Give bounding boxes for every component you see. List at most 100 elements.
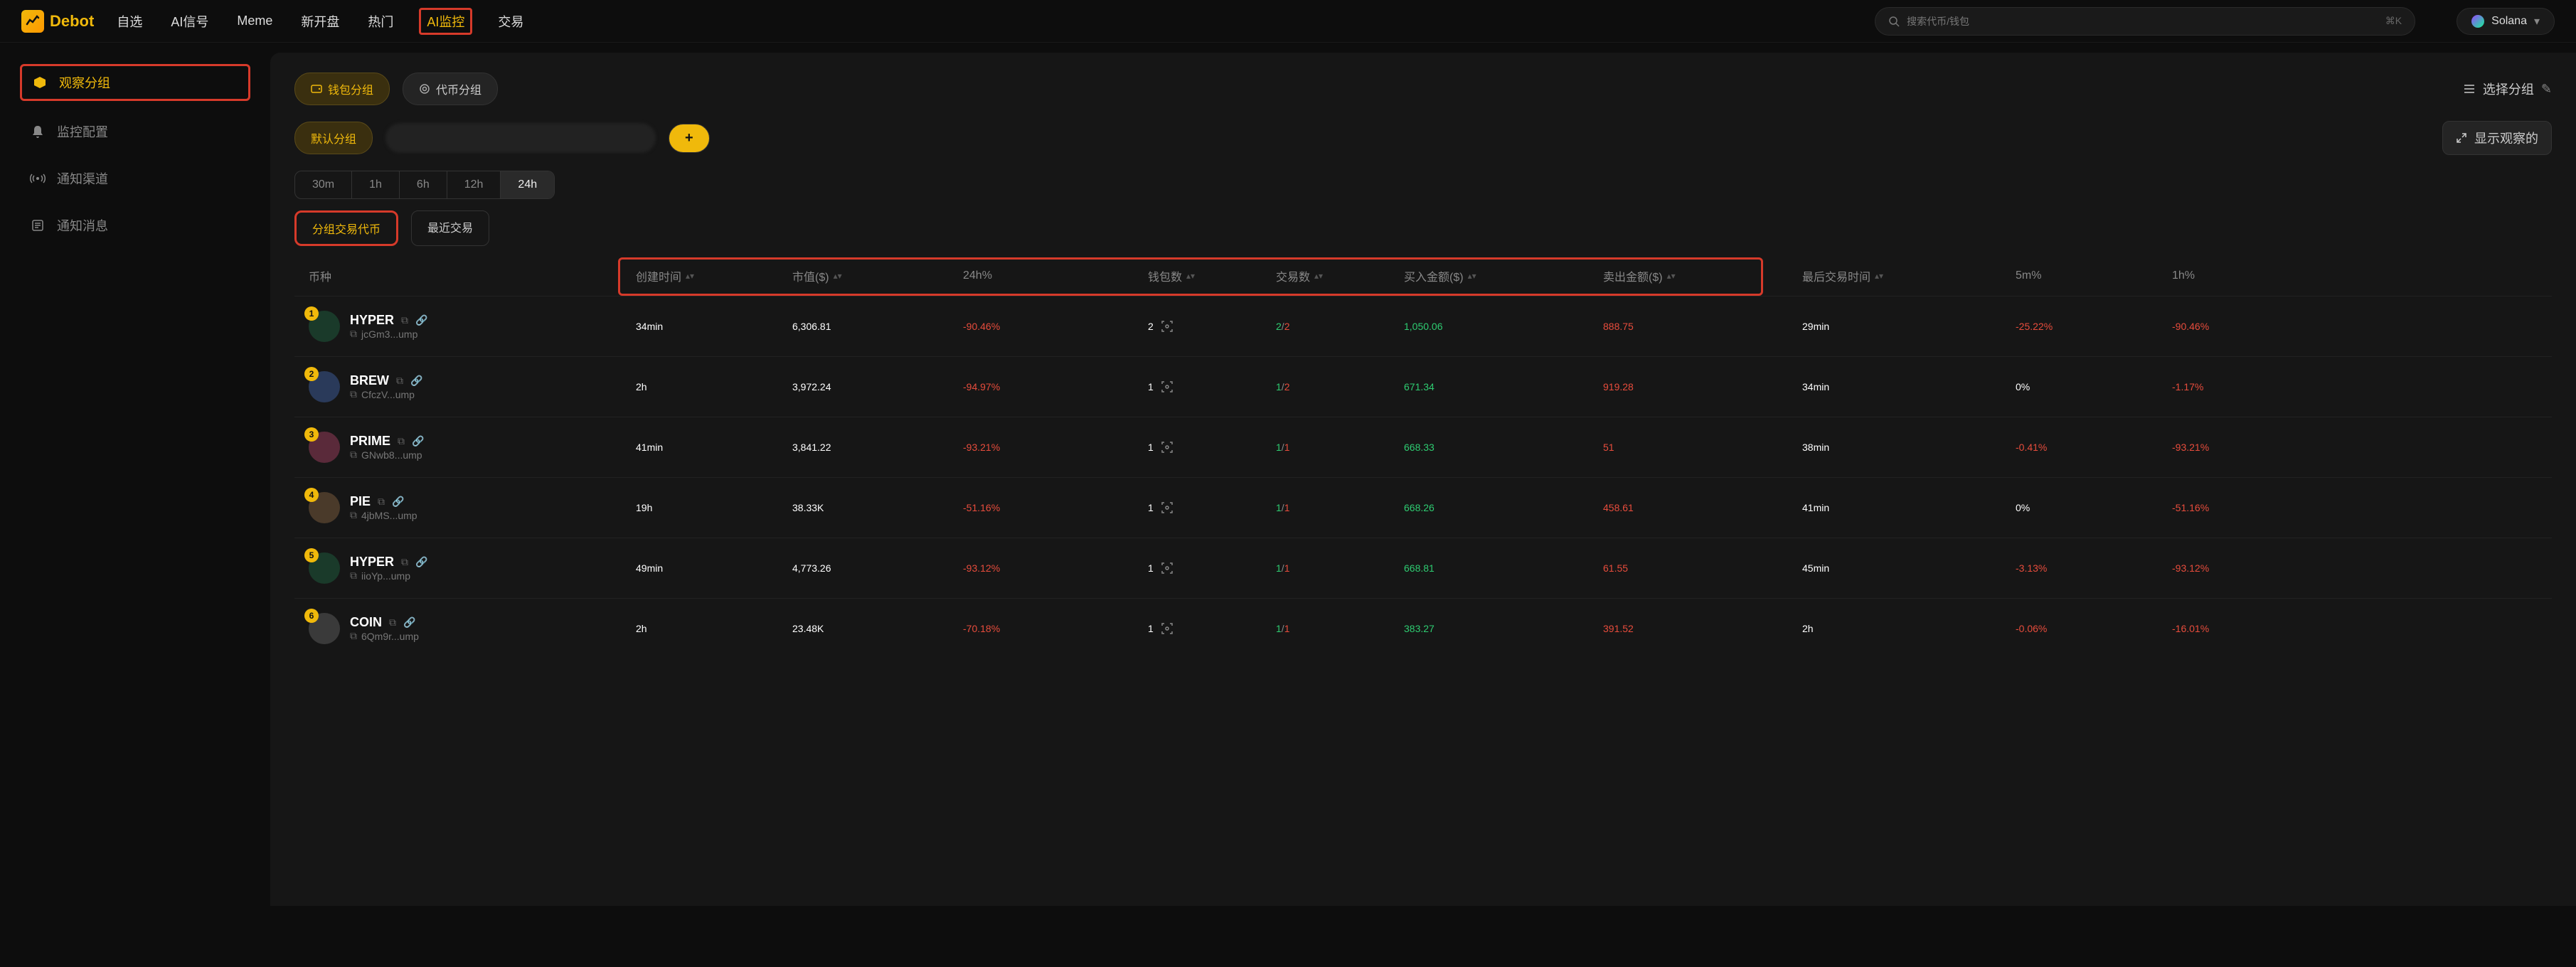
link-icon[interactable]: 🔗: [392, 496, 404, 508]
col-sellamt[interactable]: 卖出金额($)▴▾: [1603, 267, 1802, 284]
copy-icon[interactable]: ⧉: [350, 630, 357, 642]
table-row[interactable]: 2BREW⧉🔗⧉CfczV...ump2h3,972.24-94.97%11/2…: [294, 356, 2552, 417]
col-mcap[interactable]: 市值($)▴▾: [792, 267, 963, 284]
nav-item-1[interactable]: AI信号: [168, 8, 211, 35]
copy-icon[interactable]: ⧉: [378, 496, 385, 508]
default-group-pill[interactable]: 默认分组: [294, 122, 373, 154]
time-tab-1h[interactable]: 1h: [352, 171, 400, 198]
cell-lasttx: 29min: [1802, 321, 2016, 332]
copy-icon[interactable]: ⧉: [401, 314, 408, 326]
link-icon[interactable]: 🔗: [410, 375, 422, 387]
nav-item-0[interactable]: 自选: [114, 8, 145, 35]
copy-icon[interactable]: ⧉: [350, 570, 357, 582]
search-input[interactable]: 搜索代币/钱包 ⌘K: [1875, 7, 2415, 36]
table-row[interactable]: 4PIE⧉🔗⧉4jbMS...ump19h38.33K-51.16%11/166…: [294, 477, 2552, 538]
copy-icon[interactable]: ⧉: [401, 556, 408, 568]
nav-item-3[interactable]: 新开盘: [298, 8, 342, 35]
cell-5m: 0%: [2016, 381, 2172, 392]
cell-mcap: 3,972.24: [792, 381, 963, 392]
copy-icon[interactable]: ⧉: [350, 449, 357, 461]
sidebar-item-2[interactable]: 通知渠道: [20, 162, 250, 195]
wallet-icon: [311, 84, 322, 94]
copy-icon[interactable]: ⧉: [350, 388, 357, 400]
logo-icon: [21, 10, 44, 33]
copy-icon[interactable]: ⧉: [350, 509, 357, 521]
cell-24h: -94.97%: [963, 381, 1148, 392]
time-tab-24h[interactable]: 24h: [501, 171, 554, 198]
col-wallets[interactable]: 钱包数▴▾: [1148, 267, 1276, 284]
nav-item-6[interactable]: 交易: [495, 8, 526, 35]
nav-item-4[interactable]: 热门: [365, 8, 396, 35]
coin-address: jcGm3...ump: [361, 328, 417, 340]
token-group-pill[interactable]: 代币分组: [403, 73, 498, 105]
sidebar-item-1[interactable]: 监控配置: [20, 115, 250, 148]
copy-icon[interactable]: ⧉: [389, 616, 396, 629]
group-tokens-tab[interactable]: 分组交易代币: [294, 210, 398, 246]
table-header: 币种 创建时间▴▾ 市值($)▴▾ 24h% 钱包数▴▾ 交易数▴▾ 买入金额(…: [294, 256, 2552, 296]
nav-item-2[interactable]: Meme: [234, 9, 275, 33]
scan-icon[interactable]: [1161, 320, 1173, 333]
table-row[interactable]: 3PRIME⧉🔗⧉GNwb8...ump41min3,841.22-93.21%…: [294, 417, 2552, 477]
link-icon[interactable]: 🔗: [412, 435, 424, 447]
cell-created: 19h: [636, 502, 792, 513]
col-1h[interactable]: 1h%: [2172, 267, 2300, 284]
nav-item-5[interactable]: AI监控: [419, 8, 472, 35]
time-tab-30m[interactable]: 30m: [295, 171, 352, 198]
rank-badge: 5: [304, 548, 319, 562]
time-tab-12h[interactable]: 12h: [447, 171, 501, 198]
table-row[interactable]: 1HYPER⧉🔗⧉jcGm3...ump34min6,306.81-90.46%…: [294, 296, 2552, 356]
scan-icon[interactable]: [1161, 441, 1173, 454]
col-coin[interactable]: 币种: [309, 267, 636, 284]
cell-created: 2h: [636, 381, 792, 392]
sidebar-label: 监控配置: [57, 122, 108, 141]
search-placeholder: 搜索代币/钱包: [1907, 14, 1969, 28]
link-icon[interactable]: 🔗: [415, 314, 427, 326]
cell-created: 34min: [636, 321, 792, 332]
cell-tx: 1/1: [1276, 562, 1404, 574]
wallet-group-pill[interactable]: 钱包分组: [294, 73, 390, 105]
col-buyamt[interactable]: 买入金额($)▴▾: [1404, 267, 1603, 284]
scan-icon[interactable]: [1161, 562, 1173, 575]
sidebar-icon: [32, 75, 48, 90]
sidebar-icon: [30, 218, 46, 233]
col-tx[interactable]: 交易数▴▾: [1276, 267, 1404, 284]
search-shortcut: ⌘K: [2385, 15, 2402, 27]
scan-icon[interactable]: [1161, 501, 1173, 514]
token-table: 币种 创建时间▴▾ 市值($)▴▾ 24h% 钱包数▴▾ 交易数▴▾ 买入金额(…: [294, 256, 2552, 658]
logo[interactable]: Debot: [21, 10, 94, 33]
table-row[interactable]: 5HYPER⧉🔗⧉iioYp...ump49min4,773.26-93.12%…: [294, 538, 2552, 598]
cell-wallets: 1: [1148, 380, 1276, 393]
sidebar-item-3[interactable]: 通知消息: [20, 209, 250, 242]
col-created[interactable]: 创建时间▴▾: [636, 267, 792, 284]
expand-icon: [2456, 132, 2467, 144]
add-group-button[interactable]: +: [669, 124, 710, 153]
copy-icon[interactable]: ⧉: [398, 435, 405, 447]
sidebar-item-0[interactable]: 观察分组: [20, 64, 250, 101]
cell-created: 2h: [636, 623, 792, 634]
scan-icon[interactable]: [1161, 380, 1173, 393]
recent-tx-tab[interactable]: 最近交易: [411, 210, 489, 246]
cell-5m: -3.13%: [2016, 562, 2172, 574]
rank-badge: 2: [304, 367, 319, 381]
col-5m[interactable]: 5m%: [2016, 267, 2172, 284]
chain-selector[interactable]: Solana ▾: [2457, 8, 2555, 35]
wallet-group-label: 钱包分组: [328, 80, 373, 97]
coin-address: iioYp...ump: [361, 570, 410, 582]
cell-1h: -90.46%: [2172, 321, 2300, 332]
scan-icon[interactable]: [1161, 622, 1173, 635]
show-watched-label: 显示观察的: [2474, 129, 2538, 147]
table-row[interactable]: 6COIN⧉🔗⧉6Qm9r...ump2h23.48K-70.18%11/138…: [294, 598, 2552, 658]
list-icon: [2463, 83, 2476, 95]
show-watched-button[interactable]: 显示观察的: [2442, 121, 2552, 155]
copy-icon[interactable]: ⧉: [396, 375, 403, 387]
cell-created: 49min: [636, 562, 792, 574]
select-group-button[interactable]: 选择分组 ✎: [2463, 80, 2552, 98]
copy-icon[interactable]: ⧉: [350, 328, 357, 340]
rank-badge: 6: [304, 609, 319, 623]
coin-address: CfczV...ump: [361, 389, 415, 400]
link-icon[interactable]: 🔗: [403, 616, 415, 629]
col-lasttx[interactable]: 最后交易时间▴▾: [1802, 267, 2016, 284]
col-24h[interactable]: 24h%: [963, 267, 1148, 284]
link-icon[interactable]: 🔗: [415, 556, 427, 568]
time-tab-6h[interactable]: 6h: [400, 171, 447, 198]
